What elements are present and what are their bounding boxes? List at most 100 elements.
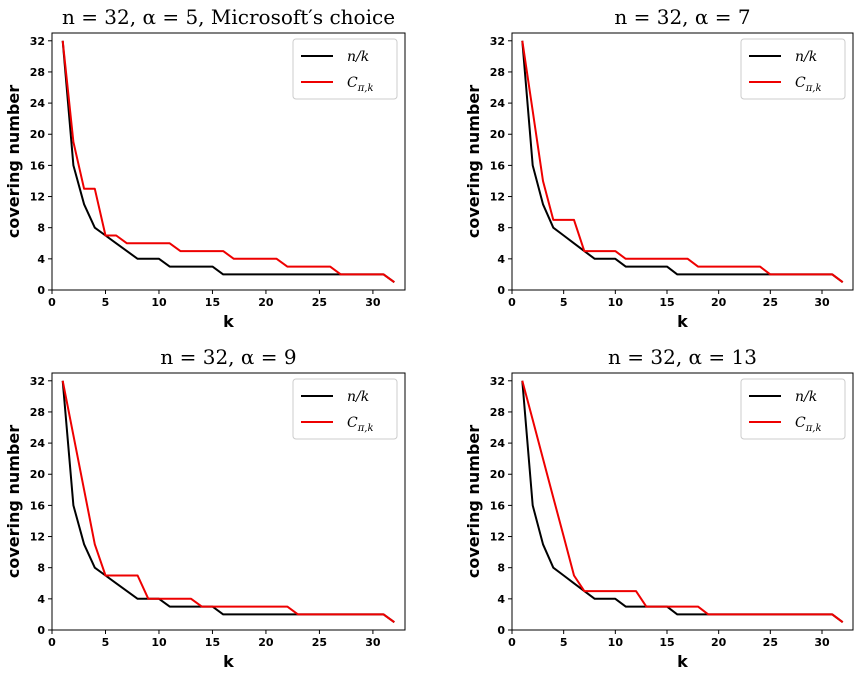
chart-title: n = 32, α = 9 — [160, 345, 296, 369]
x-tick-label: 20 — [258, 296, 274, 309]
series-line-c-pi-k — [521, 40, 844, 284]
y-tick-label: 28 — [490, 66, 505, 79]
y-axis-label: covering number — [4, 85, 23, 238]
legend: n/k Cπ,k — [292, 378, 398, 440]
y-tick-label: 8 — [37, 562, 45, 575]
y-axis-label: covering number — [4, 425, 23, 578]
x-tick-label: 20 — [711, 296, 727, 309]
legend: n/k Cπ,k — [740, 378, 846, 440]
y-tick-label: 16 — [490, 499, 506, 512]
y-tick-label: 4 — [497, 593, 505, 606]
y-tick-label: 20 — [30, 468, 46, 481]
y-tick-label: 20 — [490, 128, 506, 141]
y-tick-label: 32 — [30, 375, 45, 388]
y-axis-label: covering number — [464, 425, 483, 578]
x-tick-label: 0 — [508, 636, 516, 649]
x-tick-label: 5 — [560, 636, 568, 649]
y-tick-label: 16 — [30, 499, 46, 512]
chart-title: n = 32, α = 7 — [614, 5, 750, 29]
y-tick-label: 4 — [37, 253, 45, 266]
y-tick-label: 0 — [497, 624, 505, 637]
legend-label-n-over-k: n/k — [795, 49, 817, 65]
x-tick-label: 20 — [711, 636, 727, 649]
y-tick-label: 24 — [490, 97, 506, 110]
x-tick-label: 10 — [608, 636, 624, 649]
x-tick-label: 20 — [258, 636, 274, 649]
y-tick-label: 32 — [30, 35, 45, 48]
x-tick-label: 10 — [151, 296, 167, 309]
x-tick-label: 15 — [205, 636, 220, 649]
legend-label-c-pi-k: Cπ,k — [347, 75, 374, 94]
legend-box — [740, 38, 846, 100]
y-tick-label: 12 — [30, 191, 45, 204]
x-tick-label: 25 — [763, 636, 778, 649]
y-tick-label: 8 — [497, 222, 505, 235]
y-tick-label: 0 — [37, 624, 45, 637]
chart-panel-3: n = 32, α = 9 0 5 10 15 20 25 30 0 4 8 12 16 20 24 28 32… — [4, 345, 406, 671]
plot-area — [511, 32, 854, 291]
chart-title: n = 32, α = 5, Microsoft′s choice — [62, 5, 395, 29]
legend-label-c-pi-k: Cπ,k — [795, 415, 822, 434]
y-tick-label: 24 — [30, 437, 46, 450]
x-tick-label: 10 — [608, 296, 624, 309]
legend-label-c-pi-k: Cπ,k — [347, 415, 374, 434]
x-axis-label: k — [223, 312, 234, 331]
y-tick-label: 28 — [30, 406, 45, 419]
y-tick-label: 16 — [30, 159, 46, 172]
y-tick-label: 20 — [490, 468, 506, 481]
series-line-c-pi-k — [61, 40, 395, 284]
x-tick-label: 15 — [205, 296, 220, 309]
x-tick-label: 0 — [508, 296, 516, 309]
x-tick-label: 30 — [814, 296, 830, 309]
y-tick-label: 32 — [490, 35, 505, 48]
legend-label-n-over-k: n/k — [347, 389, 369, 405]
legend-label-n-over-k: n/k — [795, 389, 817, 405]
y-axis-label: covering number — [464, 85, 483, 238]
legend-box — [292, 38, 398, 100]
x-tick-label: 0 — [48, 296, 56, 309]
x-tick-label: 10 — [151, 636, 167, 649]
x-tick-label: 30 — [365, 636, 381, 649]
chart-panel-2: n = 32, α = 7 0 5 10 15 20 25 30 0 4 8 12 16 20 24 28 32… — [464, 5, 854, 331]
x-tick-label: 0 — [48, 636, 56, 649]
plot-area — [511, 372, 854, 631]
x-axis-label: k — [677, 652, 688, 671]
x-tick-label: 15 — [659, 296, 674, 309]
series-line-c-pi-k — [521, 380, 844, 624]
x-tick-label: 30 — [814, 636, 830, 649]
chart-panel-4: n = 32, α = 13 0 5 10 15 20 25 30 0 4 8 12 16 20 24 28 3… — [464, 345, 854, 671]
chart-title: n = 32, α = 13 — [608, 345, 757, 369]
legend-label-n-over-k: n/k — [347, 49, 369, 65]
series-line-c-pi-k — [61, 380, 395, 624]
y-tick-label: 24 — [490, 437, 506, 450]
x-tick-label: 25 — [763, 296, 778, 309]
x-tick-label: 25 — [312, 636, 327, 649]
x-tick-label: 25 — [312, 296, 327, 309]
y-tick-label: 32 — [490, 375, 505, 388]
y-tick-label: 12 — [30, 531, 45, 544]
x-tick-label: 5 — [102, 636, 110, 649]
y-tick-label: 28 — [490, 406, 505, 419]
y-tick-label: 8 — [37, 222, 45, 235]
y-tick-label: 4 — [497, 253, 505, 266]
y-tick-label: 12 — [490, 191, 505, 204]
series-line-n-over-k — [61, 40, 395, 284]
y-tick-label: 12 — [490, 531, 505, 544]
legend: n/k Cπ,k — [292, 38, 398, 100]
legend-box — [292, 378, 398, 440]
legend: n/k Cπ,k — [740, 38, 846, 100]
legend-label-c-pi-k: Cπ,k — [795, 75, 822, 94]
y-tick-label: 28 — [30, 66, 45, 79]
y-tick-label: 16 — [490, 159, 506, 172]
legend-box — [740, 378, 846, 440]
x-axis-label: k — [677, 312, 688, 331]
x-tick-label: 5 — [102, 296, 110, 309]
plot-area — [51, 32, 406, 291]
x-tick-label: 5 — [560, 296, 568, 309]
x-tick-label: 15 — [659, 636, 674, 649]
x-axis-label: k — [223, 652, 234, 671]
plot-area — [51, 372, 406, 631]
y-tick-label: 20 — [30, 128, 46, 141]
y-tick-label: 0 — [497, 284, 505, 297]
